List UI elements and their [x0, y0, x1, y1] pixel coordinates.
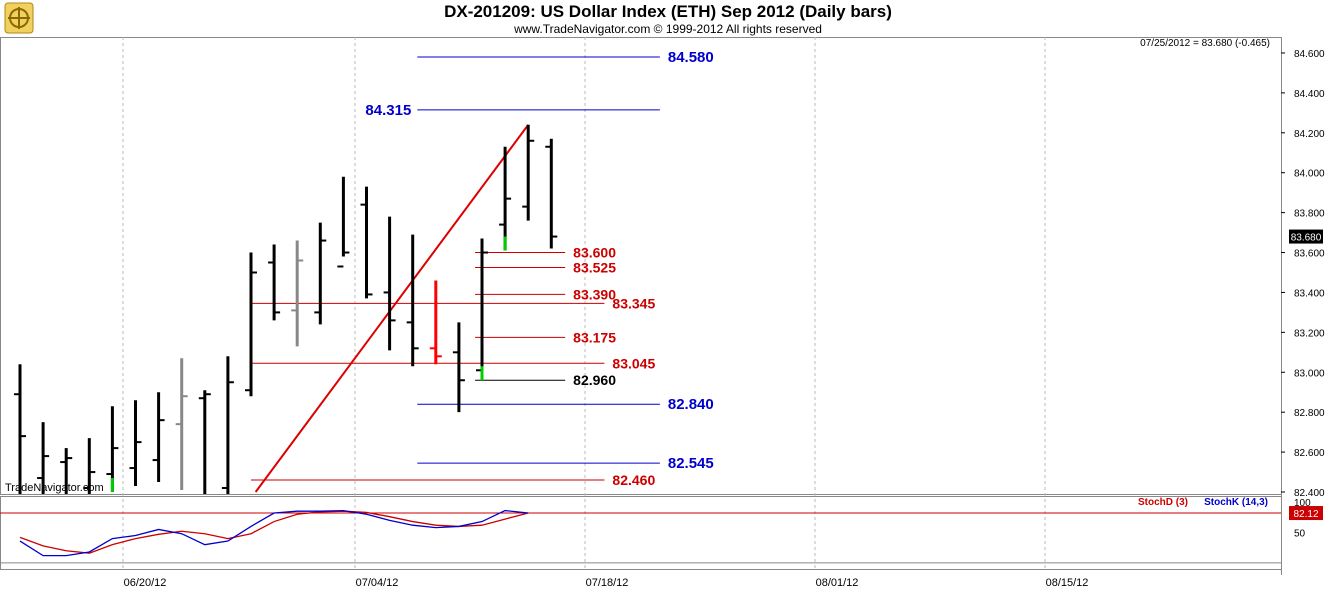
watermark-label: TradeNavigator.com [5, 482, 104, 494]
level-label: 84.580 [668, 49, 714, 66]
stoch-d-line [19, 510, 529, 554]
price-panel-frame [0, 37, 1282, 495]
last-price-tag [1289, 229, 1323, 244]
level-label: 83.345 [612, 295, 655, 311]
level-label: 83.175 [573, 329, 616, 345]
x-tick-label: 07/18/12 [586, 577, 629, 589]
price-tick-label: 84.000 [1294, 169, 1325, 180]
x-tick-label: 06/20/12 [124, 577, 167, 589]
stoch-tick-label: 50 [1294, 529, 1306, 540]
price-tick-label: 83.800 [1294, 209, 1325, 220]
level-label: 82.545 [668, 455, 714, 472]
price-tick-label: 84.200 [1294, 129, 1325, 140]
stoch-value-tag-label: 82.12 [1293, 509, 1318, 520]
price-tick-label: 84.400 [1294, 89, 1325, 100]
level-label: 82.960 [573, 372, 616, 388]
level-label: 83.600 [573, 245, 616, 261]
stoch-k-line [19, 509, 529, 557]
last-price-tag-label: 83.680 [1291, 233, 1322, 244]
stoch-value-tag [1289, 506, 1323, 521]
level-label: 84.315 [365, 102, 411, 119]
level-label: 82.460 [612, 472, 655, 488]
stoch-tick-label: 100 [1294, 498, 1311, 509]
x-tick-label: 08/15/12 [1046, 577, 1089, 589]
price-tick-label: 82.800 [1294, 408, 1325, 419]
price-tick-label: 83.200 [1294, 328, 1325, 339]
trade-navigator-logo-icon [4, 2, 34, 34]
price-tick-label: 83.400 [1294, 288, 1325, 299]
stoch-d-legend: StochD (3) [1138, 497, 1188, 508]
trend-line [254, 124, 530, 493]
chart-title: DX-201209: US Dollar Index (ETH) Sep 201… [444, 2, 892, 21]
price-tick-label: 82.400 [1294, 488, 1325, 499]
level-label: 82.840 [668, 396, 714, 413]
level-label: 83.390 [573, 286, 616, 302]
price-tick-label: 82.600 [1294, 448, 1325, 459]
level-label: 83.525 [573, 259, 616, 275]
x-tick-label: 08/01/12 [816, 577, 859, 589]
stoch-k-legend: StochK (14,3) [1204, 497, 1268, 508]
chart-subtitle: www.TradeNavigator.com © 1999-2012 All r… [514, 22, 822, 36]
price-tick-label: 83.600 [1294, 249, 1325, 260]
level-label: 83.045 [612, 355, 655, 371]
price-tick-label: 84.600 [1294, 49, 1325, 60]
x-tick-label: 07/04/12 [356, 577, 399, 589]
last-quote-label: 07/25/2012 = 83.680 (-0.465) [1140, 38, 1270, 49]
price-tick-label: 83.000 [1294, 368, 1325, 379]
